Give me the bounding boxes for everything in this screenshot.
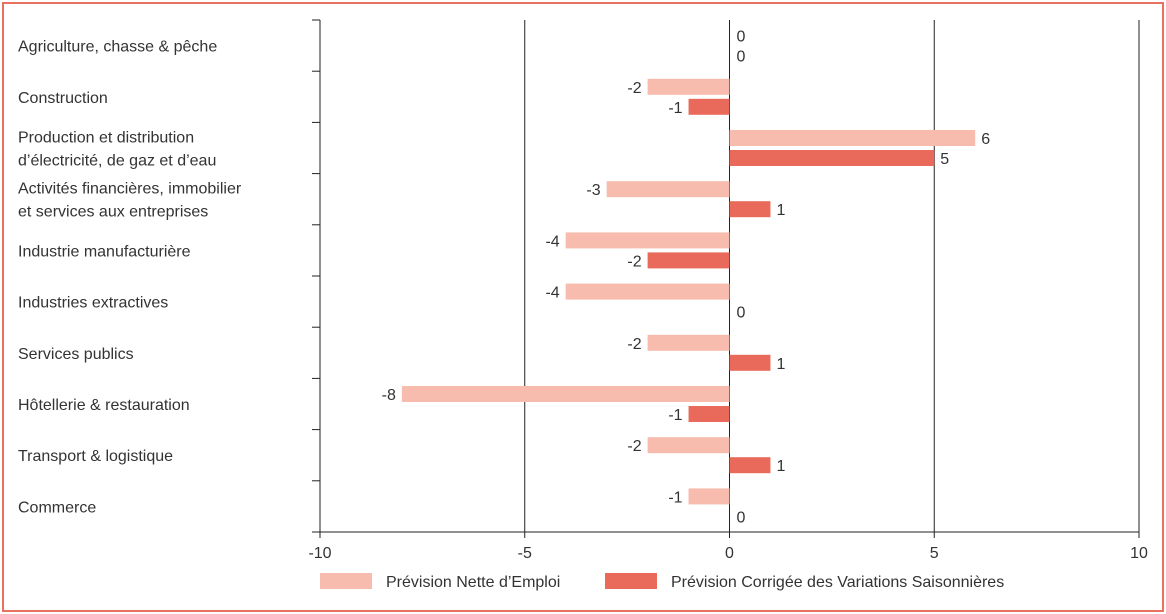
bar-nette <box>647 78 730 95</box>
x-tick-label: -5 <box>518 545 532 562</box>
data-label: -1 <box>668 407 682 424</box>
bar-nette <box>565 232 730 249</box>
data-label: 1 <box>776 356 785 373</box>
legend-label: Prévision Corrigée des Variations Saison… <box>671 574 1004 591</box>
bars <box>401 78 976 505</box>
data-labels: 0 -2 6 -3 -4 -4 -2 -8 -2 -1 0 -1 5 1 -2 0 1 -1 1 0 <box>382 29 991 527</box>
bar-nette <box>688 488 730 505</box>
category-label: Industrie manufacturière <box>18 243 191 260</box>
category-label: Construction <box>18 90 108 107</box>
x-tick-label: 0 <box>725 545 734 562</box>
bar-corrigee <box>729 354 771 371</box>
bar-nette <box>401 386 730 402</box>
data-label: 5 <box>940 151 949 168</box>
category-label: Transport & logistique <box>18 448 173 465</box>
bar-nette <box>647 334 730 351</box>
category-label: Production et distribution <box>18 130 194 147</box>
bar-corrigee <box>647 252 730 269</box>
data-label: 0 <box>737 305 746 322</box>
data-label: -4 <box>545 285 559 302</box>
category-label: Activités financières, immobilier <box>18 181 242 198</box>
bar-corrigee <box>729 457 771 474</box>
x-tick-labels: -10 -5 0 5 10 <box>308 545 1148 562</box>
data-label: 1 <box>776 458 785 475</box>
data-label: 6 <box>981 131 990 148</box>
data-label: -3 <box>586 182 600 199</box>
data-label: 0 <box>737 509 746 526</box>
data-label: -4 <box>545 233 559 250</box>
data-label: -1 <box>668 489 682 506</box>
category-label: Industries extractives <box>18 295 168 312</box>
legend-swatch <box>320 573 372 589</box>
category-label: Services publics <box>18 346 134 363</box>
x-tick-label: 5 <box>930 545 939 562</box>
bar-nette <box>647 437 730 454</box>
category-label: Commerce <box>18 499 96 516</box>
category-label: Hôtellerie & restauration <box>18 397 190 414</box>
data-label: 0 <box>737 49 746 66</box>
x-tick-label: -10 <box>308 545 331 562</box>
bar-corrigee <box>729 201 771 218</box>
bar-nette <box>565 283 730 300</box>
bar-nette <box>729 130 976 146</box>
category-labels: Agriculture, chasse & pêche Construction P… <box>18 39 242 517</box>
bar-corrigee <box>688 98 730 115</box>
legend-swatch <box>605 573 657 589</box>
data-label: -2 <box>627 253 641 270</box>
bar-corrigee <box>729 150 935 166</box>
legend: Prévision Nette d’Emploi Prévision Corrig… <box>320 573 1004 591</box>
y-axis <box>312 19 1140 538</box>
x-tick-label: 10 <box>1130 545 1148 562</box>
data-label: -2 <box>627 336 641 353</box>
bar-corrigee <box>688 406 730 422</box>
category-label: et services aux entreprises <box>18 204 208 221</box>
data-label: 1 <box>776 202 785 219</box>
data-label: 0 <box>737 29 746 46</box>
data-label: -2 <box>627 438 641 455</box>
legend-label: Prévision Nette d’Emploi <box>386 574 560 591</box>
data-label: -8 <box>382 387 396 404</box>
bar-nette <box>606 181 730 198</box>
category-label: Agriculture, chasse & pêche <box>18 39 217 56</box>
data-label: -1 <box>668 100 682 117</box>
grid-lines <box>319 20 1140 532</box>
data-label: -2 <box>627 80 641 97</box>
category-label: d’électricité, de gaz et d’eau <box>18 153 216 170</box>
